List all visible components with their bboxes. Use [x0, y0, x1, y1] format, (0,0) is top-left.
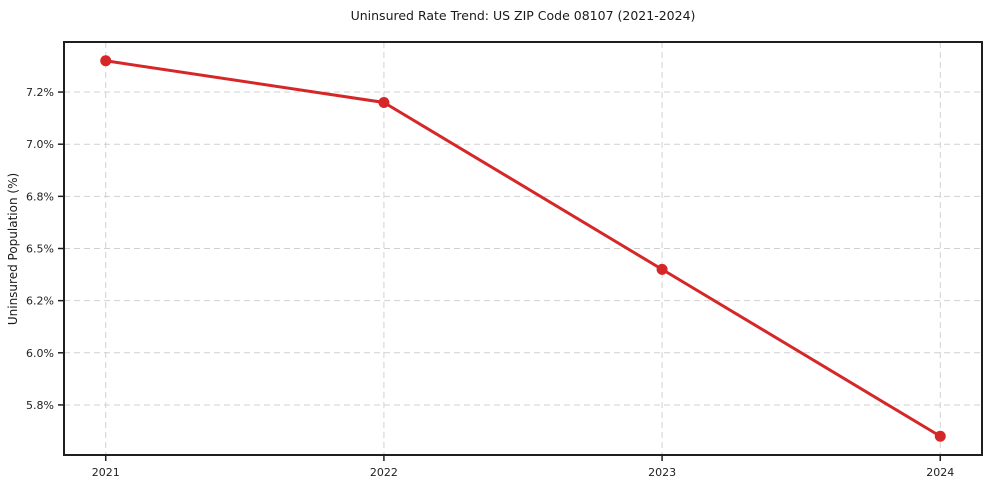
y-tick-label: 6.2% [26, 295, 54, 308]
chart-title: Uninsured Rate Trend: US ZIP Code 08107 … [350, 8, 696, 23]
x-tick-label: 2021 [92, 466, 120, 479]
y-tick-label: 6.8% [26, 190, 54, 203]
x-tick-label: 2024 [926, 466, 954, 479]
y-tick-label: 7.2% [26, 86, 54, 99]
data-point [656, 263, 668, 275]
x-tick-label: 2022 [370, 466, 398, 479]
y-tick-label: 6.0% [26, 347, 54, 360]
data-point [934, 430, 946, 442]
plot-border [63, 41, 983, 456]
data-point [378, 96, 390, 108]
y-tick-label: 7.0% [26, 138, 54, 151]
y-tick-label: 5.8% [26, 399, 54, 412]
data-point [100, 55, 112, 67]
x-tick-label: 2023 [648, 466, 676, 479]
y-tick-label: 6.5% [26, 243, 54, 256]
trend-line [104, 59, 942, 438]
